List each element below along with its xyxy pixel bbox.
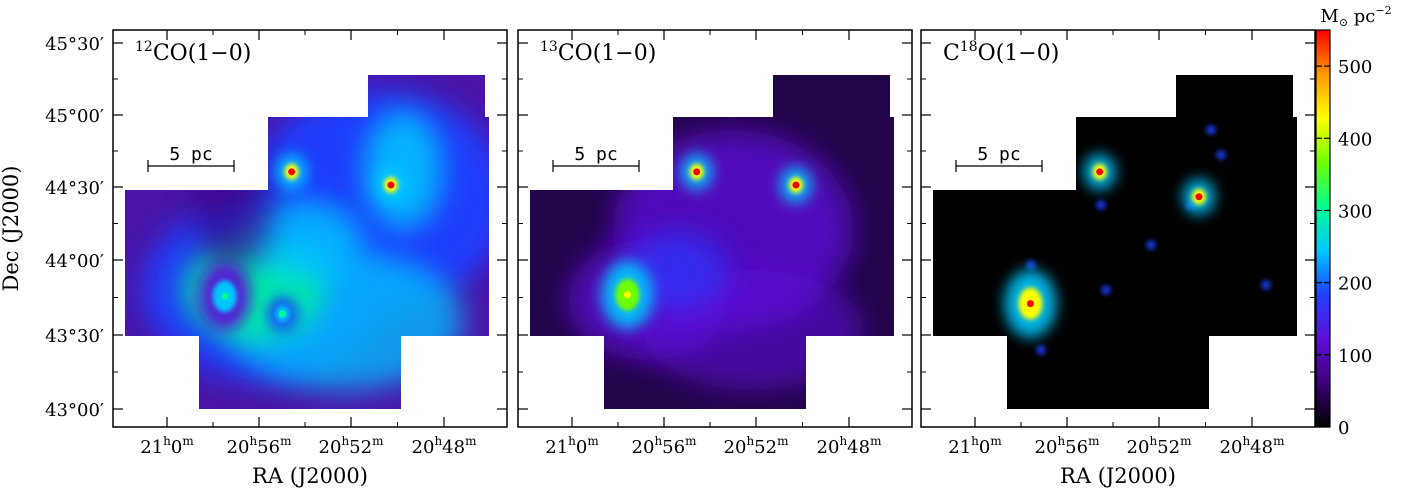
noise-speck [1026, 260, 1036, 270]
colorbar: 0 100 200 300 400 500 M⊙ pc−2 [1315, 4, 1392, 439]
panel-border [920, 29, 1316, 428]
x-tick-label: 20h48m [817, 434, 883, 458]
diffuse-emission [363, 110, 443, 230]
colorbar-tick-label: 500 [1338, 57, 1372, 78]
panel-1: 12CO(1−0) 5 pc 21h0m 20h56m 20h52m 20h48m RA (… [112, 29, 508, 488]
x-tick-label: 20h48m [412, 434, 478, 458]
noise-speck [1101, 285, 1111, 295]
peak-south-west-complex [221, 292, 229, 300]
x-tick-label: 20h56m [1035, 434, 1101, 458]
colorbar-unit: M⊙ pc−2 [1320, 4, 1391, 29]
colorbar-tick-label: 200 [1338, 274, 1372, 295]
panel-label: C18O(1−0) [943, 39, 1059, 66]
colorbar-gradient [1315, 29, 1331, 428]
panel-label: 13CO(1−0) [540, 39, 656, 66]
colorbar-tick-label: 0 [1338, 418, 1349, 439]
x-tick-label: 21h0m [140, 434, 194, 458]
x-tick-label: 21h0m [545, 434, 599, 458]
scale-bar-label: 5 pc [574, 144, 617, 165]
x-axis-title: RA (J2000) [252, 464, 368, 488]
x-axis-title: RA (J2000) [1060, 464, 1176, 488]
y-tick-label: 45°00′ [45, 106, 104, 127]
noise-speck [1036, 345, 1046, 355]
x-tick-label: 20h56m [632, 434, 698, 458]
x-tick-label: 20h52m [319, 434, 385, 458]
y-tick-label: 43°00′ [45, 400, 104, 421]
peak-south-west-complex [1026, 300, 1034, 308]
x-tick-label: 20h56m [227, 434, 293, 458]
noise-speck [1261, 280, 1271, 290]
scale-bar: 5 pc [955, 144, 1043, 172]
panel-2: 13CO(1−0) 5 pc 21h0m 20h56m 20h52m 20h48m [517, 29, 913, 458]
y-axis-title: Dec (J2000) [0, 166, 23, 292]
panel-label: 12CO(1−0) [135, 39, 251, 66]
map-image [933, 75, 1297, 409]
y-tick-label: 44°30′ [45, 178, 104, 199]
map-image [125, 75, 489, 409]
colorbar-tick-label: 400 [1338, 129, 1372, 150]
x-tick-label: 20h52m [1127, 434, 1193, 458]
x-tick-label: 20h48m [1220, 434, 1286, 458]
peak-northern-ridge [693, 168, 701, 176]
noise-speck [1096, 200, 1106, 210]
panel-border [112, 29, 508, 428]
scale-bar: 5 pc [147, 144, 235, 172]
panel-border [517, 29, 913, 428]
peak-eastern-clump [792, 181, 800, 189]
peak-south-west-complex [623, 291, 631, 299]
y-tick-label: 44°00′ [45, 251, 104, 272]
noise-speck [1216, 150, 1226, 160]
x-tick-label: 21h0m [948, 434, 1002, 458]
axes-labels: 45°30′ 45°00′ 44°30′ 44°00′ 43°30′ 43°00′ Dec … [0, 34, 104, 421]
y-tick-label: 43°30′ [45, 326, 104, 347]
diffuse-emission [243, 200, 363, 280]
x-tick-label: 20h52m [724, 434, 790, 458]
panels-layer: 12CO(1−0) 5 pc 21h0m 20h56m 20h52m 20h48m RA (… [112, 29, 1316, 488]
scale-bar-label: 5 pc [169, 144, 212, 165]
peak-eastern-clump [1195, 193, 1203, 201]
colorbar-tick-label: 300 [1338, 201, 1372, 222]
y-tick-label: 45°30′ [45, 34, 104, 55]
panel-3: C18O(1−0) 5 pc 21h0m 20h56m 20h52m 20h48m RA (… [920, 29, 1316, 488]
map-image [530, 75, 894, 409]
noise-speck [1206, 125, 1216, 135]
peak-eastern-clump [387, 181, 395, 189]
peak-northern-ridge [288, 168, 296, 176]
peak-northern-ridge [1096, 168, 1104, 176]
scale-bar-label: 5 pc [977, 144, 1020, 165]
noise-speck [1146, 240, 1156, 250]
scale-bar: 5 pc [552, 144, 640, 172]
colorbar-tick-label: 100 [1338, 346, 1372, 367]
peak-central-lane [278, 310, 286, 318]
